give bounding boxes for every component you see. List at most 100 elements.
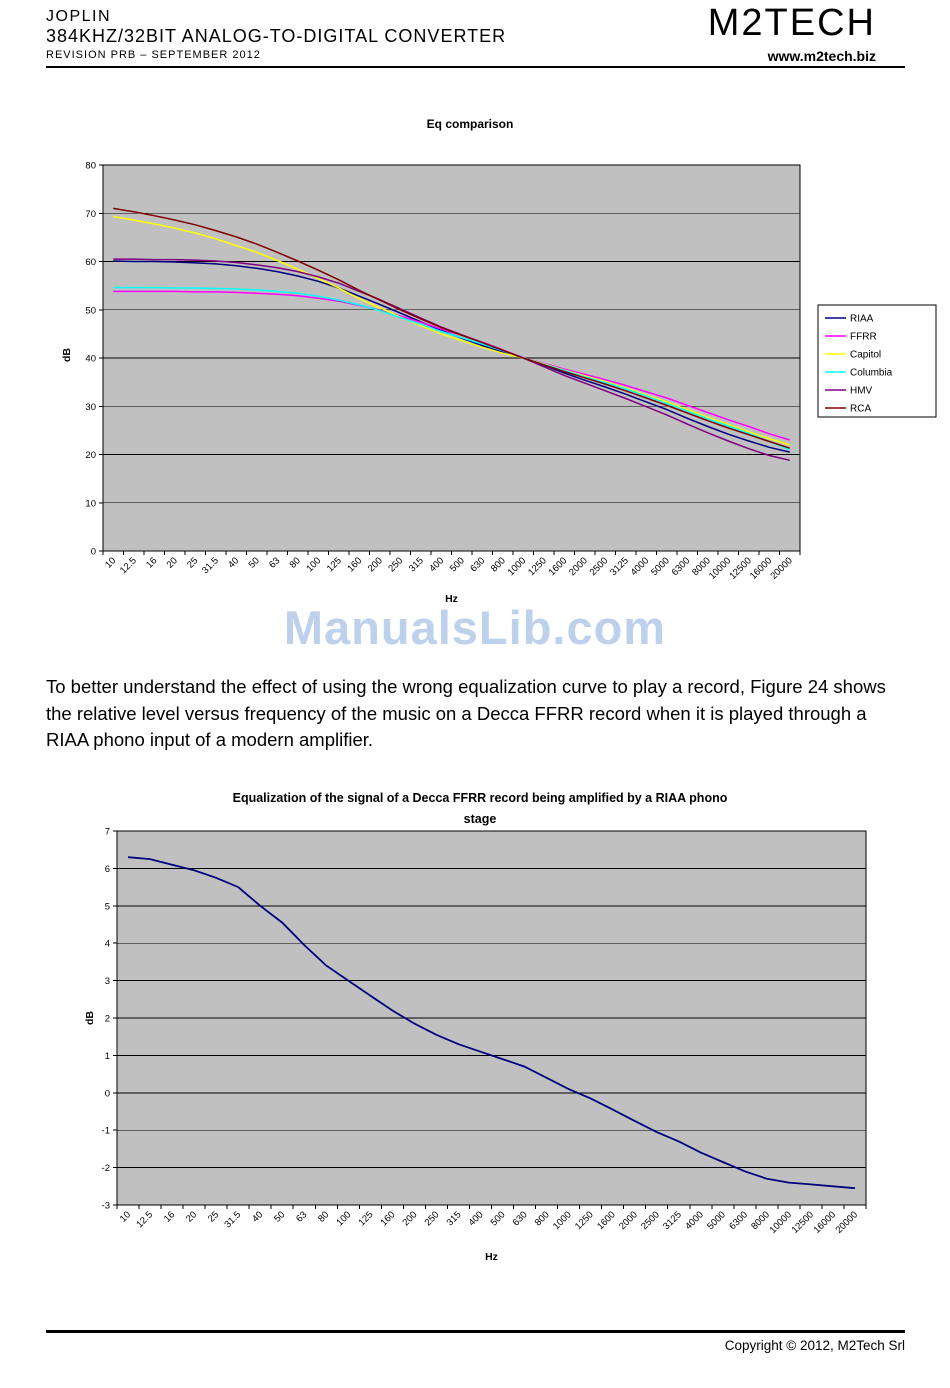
y-tick-label: 6 — [105, 864, 110, 875]
x-tick-label: 25 — [185, 555, 200, 570]
x-tick-label: 12.5 — [134, 1209, 155, 1230]
x-tick-label: 200 — [366, 555, 385, 574]
series-line-rca — [113, 207, 791, 449]
brand-logo: M2TECH — [707, 2, 876, 44]
x-tick-label: 20000 — [768, 555, 794, 581]
header-subtitle: 384KHZ/32BIT ANALOG-TO-DIGITAL CONVERTER — [46, 26, 507, 46]
x-tick-label: 160 — [378, 1209, 397, 1228]
legend-label: Capitol — [850, 350, 881, 361]
x-tick-label: 16000 — [748, 555, 774, 581]
x-tick-label: 40 — [250, 1209, 265, 1224]
x-tick-label: 400 — [467, 1209, 486, 1228]
chart-title: Eq comparison — [427, 117, 514, 131]
x-tick-label: 1250 — [573, 1209, 596, 1232]
x-tick-label: 250 — [423, 1209, 442, 1228]
y-tick-label: -3 — [102, 1201, 110, 1212]
axis-title-db: dB — [61, 348, 73, 362]
header-revision: REVISION PRB – SEPTEMBER 2012 — [46, 49, 261, 61]
y-tick-label: 80 — [85, 161, 96, 172]
x-tick-label: 3125 — [661, 1209, 684, 1232]
legend-label: RIAA — [850, 314, 874, 325]
legend-box — [817, 304, 937, 418]
x-tick-label: 16 — [162, 1209, 177, 1224]
y-tick-label: 70 — [85, 209, 96, 220]
x-tick-label: 1600 — [595, 1209, 618, 1232]
y-tick-label: 0 — [105, 1088, 110, 1099]
decca-riaa-svg: Equalization of the signal of a Decca FF… — [84, 791, 867, 1263]
x-tick-label: 2500 — [639, 1209, 662, 1232]
x-tick-label: 20000 — [834, 1209, 860, 1235]
x-tick-label: 800 — [489, 555, 508, 574]
y-tick-label: 20 — [85, 450, 96, 461]
x-tick-label: 50 — [272, 1209, 287, 1224]
header-divider — [46, 66, 905, 68]
x-tick-label: 2000 — [617, 1209, 640, 1232]
eq-comparison-chart: Eq comparison 0 10 20 30 40 50 60 70 80 10 12.5 16 20… — [40, 108, 950, 620]
x-tick-label: 6300 — [670, 555, 693, 578]
x-tick-label: 500 — [448, 555, 467, 574]
x-tick-label: 31.5 — [200, 555, 221, 576]
x-tick-label: 1000 — [506, 555, 529, 578]
x-tick-label: 125 — [356, 1209, 375, 1228]
x-tick-label: 12.5 — [118, 555, 139, 576]
footer-divider — [46, 1330, 905, 1333]
legend-label: FFRR — [850, 332, 877, 343]
x-tick-label: 40 — [226, 555, 241, 570]
x-tick-label: 63 — [294, 1209, 309, 1224]
y-tick-label: 1 — [105, 1051, 110, 1062]
y-tick-label: 10 — [85, 498, 96, 509]
y-tick-label: 40 — [85, 354, 96, 365]
y-tick-label: 7 — [105, 827, 110, 838]
series-line-columbia — [113, 286, 791, 451]
legend-label: HMV — [850, 386, 873, 397]
x-tick-label: 12500 — [790, 1209, 816, 1235]
legend-label: Columbia — [850, 368, 893, 379]
decca-riaa-chart: Equalization of the signal of a Decca FF… — [40, 778, 950, 1308]
x-tick-label: 500 — [489, 1209, 508, 1228]
x-tick-label: 10000 — [707, 555, 733, 581]
brand-website: www.m2tech.biz — [767, 48, 876, 64]
y-tick-label: 0 — [91, 547, 96, 558]
x-tick-label: 3125 — [608, 555, 631, 578]
x-tick-label: 2000 — [567, 555, 590, 578]
x-tick-label: 12500 — [727, 555, 753, 581]
x-tick-label: 80 — [316, 1209, 331, 1224]
y-tick-label: 30 — [85, 402, 96, 413]
axis-title-hz: Hz — [445, 593, 458, 605]
x-tick-label: 10 — [103, 555, 118, 570]
series-line-capitol — [113, 215, 791, 446]
x-tick-label: 20 — [184, 1209, 199, 1224]
series-line-decca-ffrr-via-riaa — [127, 856, 856, 1190]
legend: RIAA FFRR Capitol Columbia HMV RCA — [817, 304, 937, 418]
x-tick-label: 630 — [468, 555, 487, 574]
header-product-title: JOPLIN — [46, 8, 112, 25]
x-tick-label: 16000 — [812, 1209, 838, 1235]
y-tick-label: 3 — [105, 976, 110, 987]
x-tick-label: 10 — [118, 1209, 133, 1224]
x-tick-label: 10000 — [768, 1209, 794, 1235]
x-tick-label: 200 — [401, 1209, 420, 1228]
y-tick-label: 50 — [85, 305, 96, 316]
x-tick-label: 1000 — [551, 1209, 574, 1232]
x-tick-label: 80 — [288, 555, 303, 570]
footer-copyright: Copyright © 2012, M2Tech Srl — [724, 1338, 905, 1353]
x-tick-label: 800 — [533, 1209, 552, 1228]
legend-label: RCA — [850, 404, 871, 415]
x-tick-label: 160 — [345, 555, 364, 574]
body-paragraph: To better understand the effect of using… — [46, 676, 886, 750]
x-tick-label: 100 — [304, 555, 323, 574]
x-tick-label: 5000 — [705, 1209, 728, 1232]
y-tick-label: 4 — [105, 939, 110, 950]
x-tick-label: 31.5 — [222, 1209, 243, 1230]
y-tick-label: 5 — [105, 901, 110, 912]
x-tick-label: 315 — [407, 555, 426, 574]
x-tick-label: 1600 — [547, 555, 570, 578]
x-tick-label: 125 — [325, 555, 344, 574]
x-tick-label: 4000 — [683, 1209, 706, 1232]
x-tick-label: 50 — [247, 555, 262, 570]
x-tick-label: 100 — [334, 1209, 353, 1228]
x-tick-label: 250 — [386, 555, 405, 574]
x-tick-label: 63 — [267, 555, 282, 570]
